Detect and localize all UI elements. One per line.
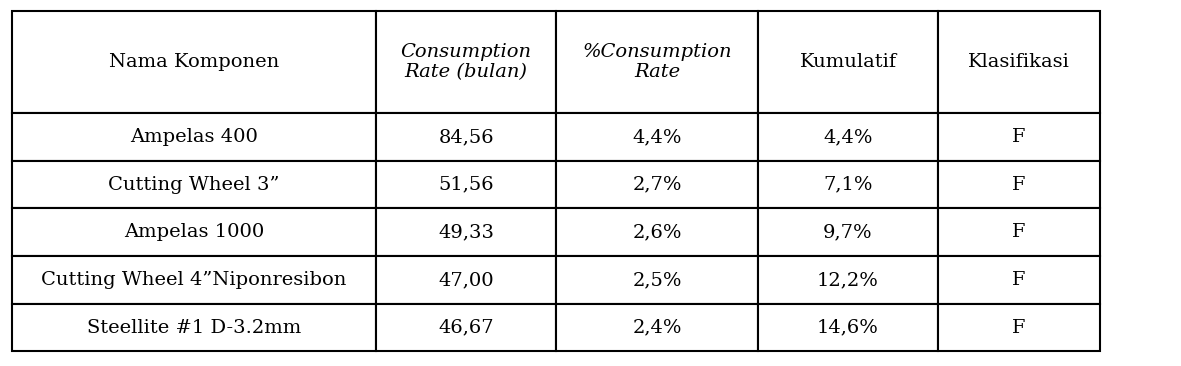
- Text: 14,6%: 14,6%: [817, 318, 879, 336]
- Text: Ampelas 1000: Ampelas 1000: [124, 223, 265, 241]
- Bar: [938, 11, 1100, 113]
- Bar: [758, 113, 938, 161]
- Bar: [12, 304, 377, 351]
- Text: 7,1%: 7,1%: [823, 176, 873, 194]
- Bar: [758, 161, 938, 208]
- Text: Cutting Wheel 3”: Cutting Wheel 3”: [109, 176, 280, 194]
- Bar: [12, 113, 377, 161]
- Text: F: F: [1012, 223, 1025, 241]
- Bar: [758, 208, 938, 256]
- Bar: [377, 11, 556, 113]
- Text: 2,5%: 2,5%: [632, 271, 681, 289]
- Bar: [938, 113, 1100, 161]
- Bar: [556, 11, 758, 113]
- Text: 49,33: 49,33: [438, 223, 494, 241]
- Text: Steellite #1 D-3.2mm: Steellite #1 D-3.2mm: [87, 318, 301, 336]
- Text: Kumulatif: Kumulatif: [800, 53, 896, 71]
- Bar: [938, 256, 1100, 304]
- Text: 46,67: 46,67: [438, 318, 494, 336]
- Bar: [12, 256, 377, 304]
- Bar: [556, 113, 758, 161]
- Bar: [377, 256, 556, 304]
- Text: Nama Komponen: Nama Komponen: [109, 53, 279, 71]
- Bar: [758, 304, 938, 351]
- Bar: [556, 161, 758, 208]
- Bar: [12, 208, 377, 256]
- Text: F: F: [1012, 271, 1025, 289]
- Text: 2,4%: 2,4%: [632, 318, 681, 336]
- Bar: [377, 161, 556, 208]
- Bar: [377, 304, 556, 351]
- Text: 2,6%: 2,6%: [632, 223, 681, 241]
- Text: Consumption
Rate (bulan): Consumption Rate (bulan): [400, 42, 531, 82]
- Text: 84,56: 84,56: [438, 128, 494, 146]
- Text: 12,2%: 12,2%: [817, 271, 879, 289]
- Bar: [377, 113, 556, 161]
- Text: 4,4%: 4,4%: [823, 128, 873, 146]
- Text: 47,00: 47,00: [438, 271, 494, 289]
- Text: F: F: [1012, 128, 1025, 146]
- Bar: [556, 256, 758, 304]
- Text: F: F: [1012, 176, 1025, 194]
- Bar: [556, 304, 758, 351]
- Bar: [758, 11, 938, 113]
- Text: 4,4%: 4,4%: [632, 128, 681, 146]
- Text: 9,7%: 9,7%: [823, 223, 873, 241]
- Bar: [938, 161, 1100, 208]
- Bar: [556, 208, 758, 256]
- Bar: [938, 208, 1100, 256]
- Text: %Consumption
Rate: %Consumption Rate: [582, 42, 732, 82]
- Text: Cutting Wheel 4”Niponresibon: Cutting Wheel 4”Niponresibon: [41, 271, 347, 289]
- Text: 51,56: 51,56: [438, 176, 494, 194]
- Bar: [758, 256, 938, 304]
- Bar: [12, 161, 377, 208]
- Text: Ampelas 400: Ampelas 400: [130, 128, 257, 146]
- Text: F: F: [1012, 318, 1025, 336]
- Text: Klasifikasi: Klasifikasi: [967, 53, 1070, 71]
- Bar: [377, 208, 556, 256]
- Text: 2,7%: 2,7%: [632, 176, 681, 194]
- Bar: [938, 304, 1100, 351]
- Bar: [12, 11, 377, 113]
